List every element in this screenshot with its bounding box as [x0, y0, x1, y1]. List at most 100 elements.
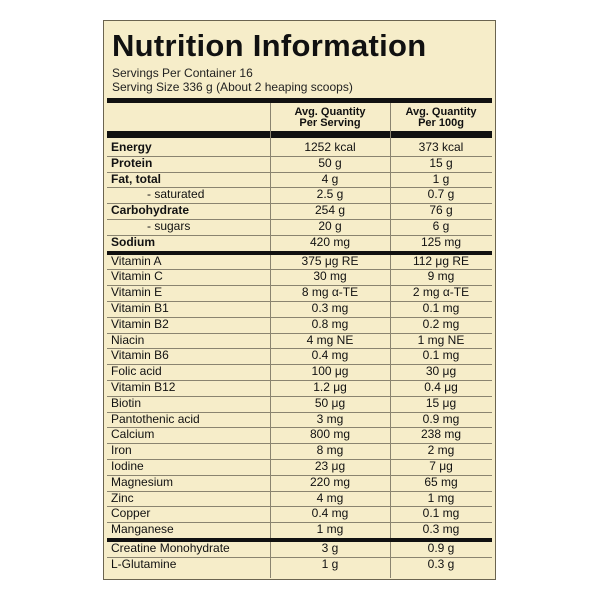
per-100g: 1 mg NE	[417, 332, 465, 347]
row-line	[107, 364, 492, 366]
per-serving: 8 mg α-TE	[301, 285, 359, 300]
row-line	[107, 219, 492, 220]
divider	[107, 98, 492, 103]
nutrient-name: Vitamin C	[111, 269, 163, 284]
divider	[107, 250, 492, 255]
row-line	[107, 443, 492, 445]
row-line	[107, 332, 492, 334]
nutrient-name: Calcium	[111, 427, 155, 442]
serving-size: Serving Size 336 g (About 2 heaping scoo…	[112, 80, 353, 94]
per-100g: 125 mg	[420, 234, 462, 249]
title: Nutrition Information	[112, 28, 427, 63]
nutrient-name: Copper	[111, 506, 151, 521]
nutrient-name: Iodine	[111, 459, 144, 473]
nutrient-name: Zinc	[111, 490, 134, 505]
nutrient-name: Biotin	[111, 395, 142, 410]
row-line	[107, 427, 492, 429]
per-serving: 0.3 mg	[311, 301, 349, 315]
per-serving: 1252 kcal	[304, 140, 356, 154]
per-100g: 0.3 g	[427, 556, 455, 571]
per-100g: 0.3 mg	[422, 522, 460, 537]
per-serving: 4 g	[321, 171, 339, 186]
per-100g: 7 μg	[429, 459, 453, 473]
per-100g: 30 μg	[425, 364, 457, 379]
row-line	[107, 203, 492, 205]
nutrient-name: Fat, total	[111, 171, 161, 186]
per-serving: 220 mg	[309, 474, 351, 489]
row-line	[107, 301, 492, 302]
row-line	[107, 411, 492, 413]
row-line	[107, 380, 492, 381]
divider	[107, 131, 492, 138]
per-100g: 2 mg	[427, 443, 455, 458]
per-100g: 15 μg	[425, 395, 457, 410]
per-serving: 50 g	[318, 155, 342, 170]
nutrient-name: Pantothenic acid	[111, 411, 200, 426]
per-serving: 2.5 g	[316, 187, 344, 202]
per-serving: 4 mg NE	[306, 332, 354, 347]
column-header: Per 100g	[418, 117, 464, 129]
row-line	[107, 269, 492, 271]
per-100g: 112 μg RE	[412, 253, 470, 268]
per-100g: 238 mg	[420, 427, 462, 442]
row-line	[107, 171, 492, 173]
nutrient-name: Vitamin B1	[111, 301, 169, 315]
column-line	[390, 103, 391, 578]
row-line	[107, 506, 492, 508]
per-serving: 254 g	[314, 203, 346, 218]
nutrient-name: Iron	[111, 443, 132, 458]
per-100g: 1 g	[432, 171, 450, 186]
per-serving: 3 g	[321, 541, 339, 555]
nutrient-name: Carbohydrate	[111, 203, 190, 218]
nutrient-name: Creatine Monohydrate	[111, 541, 230, 555]
row-line	[107, 474, 492, 476]
row-line	[107, 490, 492, 492]
nutrient-name: Vitamin E	[111, 285, 163, 300]
nutrient-name: - sugars	[147, 219, 191, 233]
nutrient-name: Niacin	[111, 332, 145, 347]
per-serving: 3 mg	[316, 411, 344, 426]
column-header: Avg. Quantity	[294, 106, 366, 118]
nutrient-name: L-Glutamine	[111, 556, 177, 571]
nutrient-name: Magnesium	[111, 474, 174, 489]
per-serving: 4 mg	[316, 490, 344, 505]
divider	[107, 538, 492, 542]
per-100g: 2 mg α-TE	[412, 285, 470, 300]
per-serving: 420 mg	[309, 234, 351, 249]
servings-per-container: Servings Per Container 16	[112, 66, 253, 80]
per-100g: 15 g	[429, 155, 453, 170]
per-100g: 1 mg	[427, 490, 455, 505]
row-line	[107, 316, 492, 318]
row-line	[107, 395, 492, 397]
row-line	[107, 155, 492, 157]
per-serving: 20 g	[318, 219, 342, 233]
row-line	[107, 459, 492, 460]
per-100g: 0.7 g	[427, 187, 455, 202]
per-serving: 1 g	[321, 556, 339, 571]
per-serving: 800 mg	[309, 427, 351, 442]
per-serving: 375 μg RE	[301, 253, 359, 268]
per-serving: 8 mg	[316, 443, 344, 458]
column-line	[270, 103, 271, 578]
per-100g: 373 kcal	[418, 140, 464, 154]
per-100g: 0.1 mg	[422, 348, 460, 363]
row-line	[107, 187, 492, 189]
per-serving: 23 μg	[314, 459, 346, 473]
per-100g: 0.9 g	[427, 541, 455, 555]
per-serving: 50 μg	[314, 395, 346, 410]
row-line	[107, 285, 492, 287]
nutrient-name: Protein	[111, 155, 153, 170]
column-header: Per Serving	[299, 117, 361, 129]
nutrient-name: Vitamin B2	[111, 316, 169, 331]
nutrient-name: Vitamin B6	[111, 348, 169, 363]
nutrient-name: Sodium	[111, 234, 155, 249]
per-serving: 0.4 mg	[311, 348, 349, 363]
per-100g: 0.2 mg	[422, 316, 460, 331]
nutrient-name: Folic acid	[111, 364, 162, 379]
per-serving: 30 mg	[313, 269, 347, 284]
nutrient-name: Energy	[111, 140, 152, 154]
row-line	[107, 348, 492, 350]
per-100g: 65 mg	[424, 474, 458, 489]
nutrient-name: Manganese	[111, 522, 174, 537]
